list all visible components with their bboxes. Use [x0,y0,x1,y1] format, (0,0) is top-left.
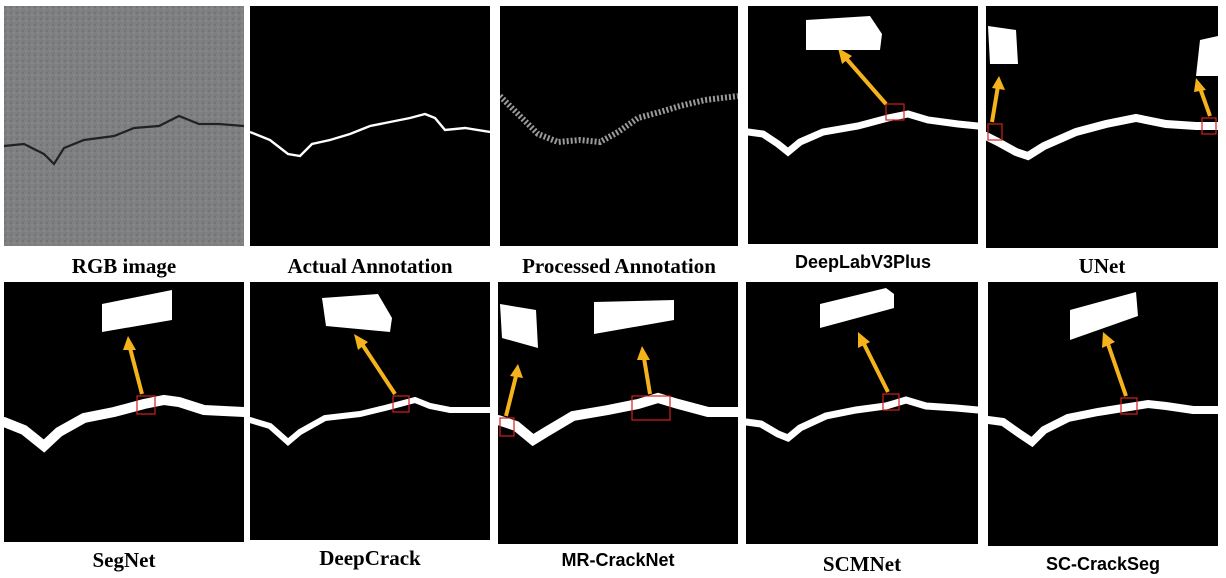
zoom-inset-right [594,300,674,334]
caption-deepcrack: DeepCrack [319,546,421,570]
zoom-arrow [862,343,890,393]
highlight-box-left [987,123,1003,141]
arrow-head-icon [637,346,650,360]
zoom-inset-left [500,304,538,348]
segnet-panel [4,282,244,542]
crack-prediction [746,396,978,443]
arrow-head-icon [858,332,870,348]
zoom-arrow [1106,343,1128,397]
zoom-arrow-left [990,85,1000,123]
caption-rgb: RGB image [71,254,177,278]
arrow-head-icon [123,336,136,350]
crack-prediction [988,399,1218,448]
arrow-head-icon [992,76,1005,90]
highlight-box [885,103,905,121]
unet-panel [986,6,1218,248]
highlight-box [882,393,900,411]
zoom-arrow [360,342,397,396]
caption-scmnet: SCMNet [822,552,902,576]
zoom-inset-left [988,26,1018,64]
crack-prediction [986,113,1218,161]
zoom-arrow-right [642,357,652,395]
deeplab-panel [748,6,978,244]
zoom-inset [102,290,172,332]
zoom-arrow [842,54,888,106]
processed-annotation-panel [500,6,738,246]
arrow-head-icon [1194,78,1206,92]
highlight-box [1120,397,1138,415]
crack-processed [500,93,738,146]
zoom-inset [820,288,894,328]
highlight-box-left [499,417,515,437]
crack-prediction [250,396,490,446]
arrow-head-icon [510,364,523,378]
crack-prediction [748,110,978,157]
caption-mrcracknet: MR-CrackNet [561,550,675,570]
caption-processed: Processed Annotation [522,254,716,278]
crack-annotation [250,112,490,158]
zoom-inset-right [1196,36,1218,76]
caption-sccrackseg: SC-CrackSeg [1045,554,1161,574]
rgb-image-panel [4,6,244,246]
mrcracknet-panel [498,282,738,544]
crack-line [4,114,244,166]
caption-actual: Actual Annotation [287,254,453,278]
arrow-head-icon [354,334,368,350]
scmnet-panel [746,282,978,544]
sccrackseg-panel [988,282,1218,546]
crack-prediction [498,392,738,447]
caption-deeplab: DeepLabV3Plus [794,252,932,272]
highlight-box [392,395,410,413]
zoom-arrow-right [1198,87,1212,117]
highlight-box-right [1201,117,1217,135]
zoom-arrow [128,347,144,395]
arrow-head-icon [1102,332,1115,348]
zoom-inset [806,16,882,50]
crack-prediction [4,394,244,453]
caption-segnet: SegNet [92,548,156,572]
zoom-inset [322,294,392,332]
arrow-head-icon [838,48,852,64]
caption-unet: UNet [1078,254,1126,278]
zoom-arrow-left [504,375,518,417]
highlight-box-right [631,395,671,421]
highlight-box [136,395,156,415]
zoom-inset [1070,292,1138,340]
deepcrack-panel [250,282,490,540]
pavement-photo [4,6,244,246]
actual-annotation-panel [250,6,490,246]
